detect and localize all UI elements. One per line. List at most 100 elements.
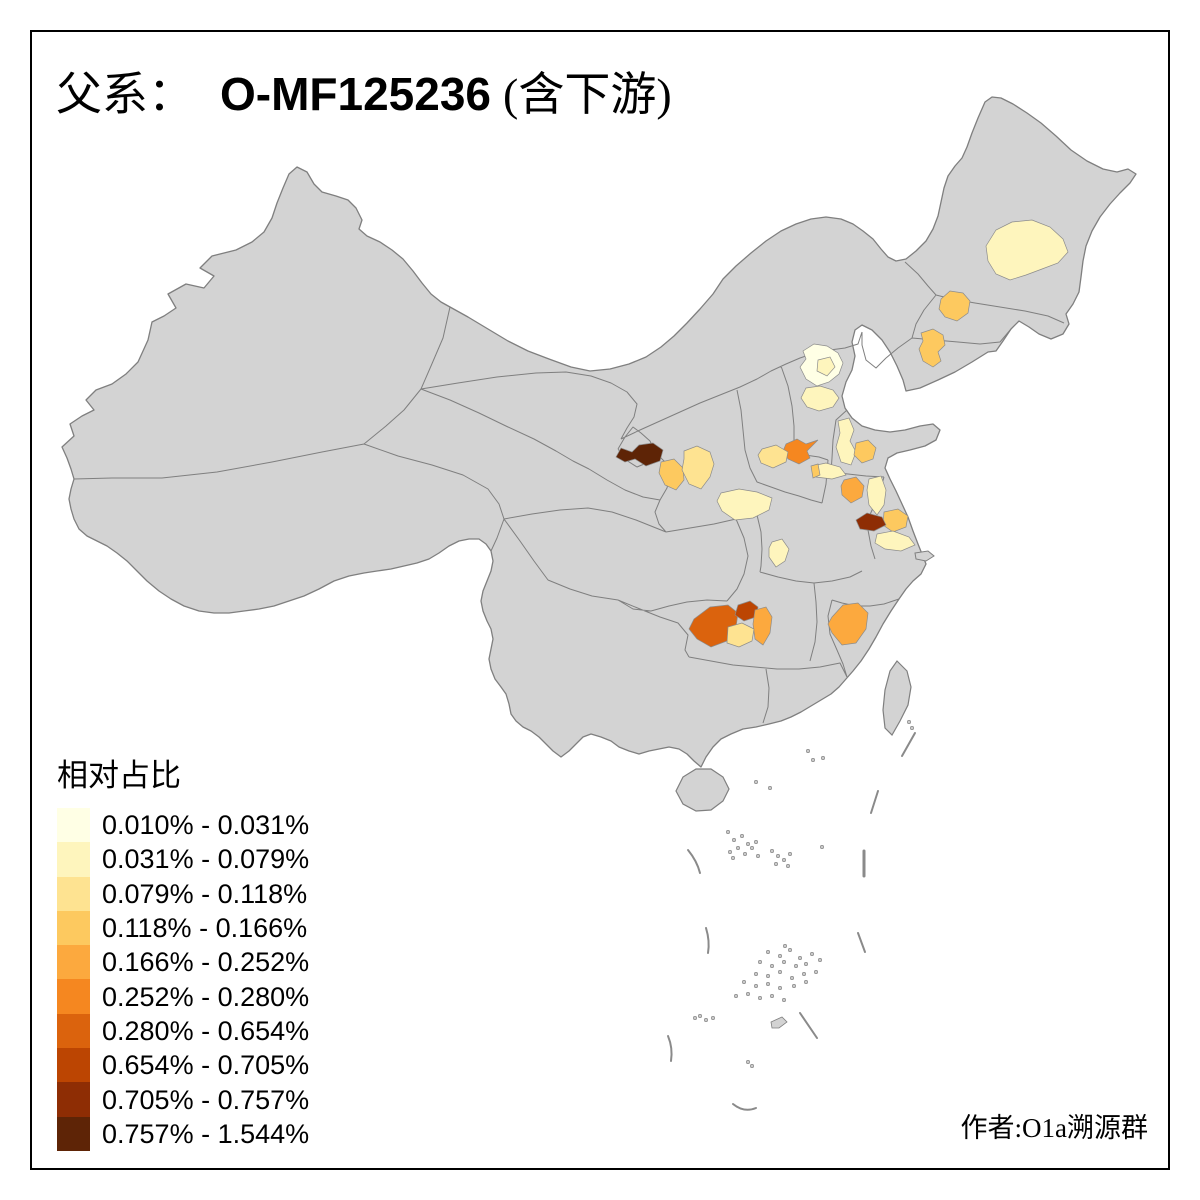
small-island-dot: [777, 985, 782, 990]
small-island-dot: [742, 851, 747, 856]
legend-swatch: [57, 945, 90, 980]
map-region-gansu-lanzhou: [615, 442, 664, 467]
legend-label: 0.010% - 0.031%: [102, 810, 310, 841]
map-region-gansu-pingliang: [681, 445, 715, 490]
small-island-dot: [803, 961, 808, 966]
map-region-heilongjiang-harbin: [985, 219, 1069, 281]
legend-label: 0.705% - 0.757%: [102, 1084, 310, 1115]
legend-swatch: [57, 876, 90, 911]
legend-label: 0.118% - 0.166%: [102, 913, 308, 944]
small-island-dot: [782, 943, 787, 948]
small-island-dot: [777, 969, 782, 974]
small-island-dot: [767, 785, 772, 790]
small-island-dot: [731, 837, 736, 842]
small-island-dot: [769, 963, 774, 968]
small-island-dot: [781, 997, 786, 1002]
small-island-dot: [727, 849, 732, 854]
sea-boundary-dash: [705, 927, 710, 954]
sea-boundary-dash: [901, 732, 916, 757]
small-island-dot: [787, 947, 792, 952]
small-island-dot: [773, 861, 778, 866]
legend-rows: 0.010% - 0.031% 0.031% - 0.079% 0.079% - 0…: [57, 808, 309, 1151]
small-island-dot: [791, 983, 796, 988]
map-region-jiangsu-nanjing: [855, 512, 887, 532]
small-island-dot: [805, 748, 810, 753]
sea-boundary-dash: [870, 790, 879, 814]
small-island-dot: [781, 857, 786, 862]
sea-boundary-dash: [667, 1035, 673, 1062]
small-island-dot: [745, 841, 750, 846]
chongming-island-shape: [914, 550, 935, 562]
legend-label: 0.757% - 1.544%: [102, 1118, 310, 1149]
legend: 相对占比 0.010% - 0.031% 0.031% - 0.079% 0.079…: [57, 750, 309, 1151]
taiwan-island-shape: [882, 660, 912, 736]
map-region-gansu-dingxi: [658, 458, 685, 491]
small-island-dot: [775, 853, 780, 858]
small-island-dot: [817, 957, 822, 962]
map-region-hunan-northwest: [752, 606, 773, 646]
small-island-dot: [793, 963, 798, 968]
small-island-dot: [781, 959, 786, 964]
map-region-shandong-central: [853, 439, 877, 464]
small-island-dot: [703, 1017, 708, 1022]
small-island-dot: [769, 848, 774, 853]
legend-swatch: [57, 808, 90, 843]
map-region-shandong-west: [835, 417, 857, 466]
province-borders: [73, 261, 1065, 724]
legend-item-9: 0.705% - 0.757%: [57, 1082, 310, 1117]
legend-swatch: [57, 979, 90, 1014]
sea-boundary-dash: [687, 849, 701, 874]
small-island-dot: [819, 844, 824, 849]
small-island-dot: [765, 973, 770, 978]
map-region-beijing-southeast: [816, 356, 836, 377]
map-region-hubei-central: [768, 538, 790, 568]
small-island-dot: [745, 991, 750, 996]
legend-item-3: 0.079% - 0.118%: [57, 876, 309, 911]
small-island-dot: [797, 955, 802, 960]
legend-item-4: 0.118% - 0.166%: [57, 910, 309, 946]
map-region-hebei-central: [800, 385, 840, 412]
legend-item-1: 0.010% - 0.031%: [57, 808, 310, 843]
small-island-dot: [785, 863, 790, 868]
small-island-dot: [765, 981, 770, 986]
sea-boundary-dash: [799, 1012, 818, 1039]
small-island-dot: [757, 959, 762, 964]
legend-label: 0.654% - 0.705%: [102, 1050, 310, 1081]
small-island-dot: [739, 833, 744, 838]
legend-item-2: 0.031% - 0.079%: [57, 842, 309, 877]
title-cjk-prefix: 父系：: [56, 69, 194, 120]
china-mainland-shape: [61, 96, 1137, 768]
page-title: 父系： O-MF125236 (含下游): [56, 58, 672, 124]
legend-swatch: [57, 842, 90, 877]
small-island-dot: [809, 951, 814, 956]
small-island-shape: [770, 1016, 788, 1029]
legend-swatch: [57, 1013, 90, 1049]
small-island-dot: [813, 969, 818, 974]
small-island-dot: [725, 829, 730, 834]
small-island-dot: [906, 719, 911, 724]
small-island-dot: [730, 855, 735, 860]
small-island-dot: [755, 853, 760, 858]
legend-swatch: [57, 1048, 90, 1083]
legend-item-8: 0.654% - 0.705%: [57, 1048, 310, 1083]
small-island-dot: [810, 757, 815, 762]
title-haplogroup-id: O-MF125236: [220, 68, 492, 120]
legend-item-5: 0.166% - 0.252%: [57, 945, 309, 980]
small-island-dot: [749, 845, 754, 850]
hainan-island-shape: [675, 768, 730, 812]
small-island-dot: [803, 979, 808, 984]
small-island-dot: [789, 975, 794, 980]
legend-swatch: [57, 910, 90, 946]
legend-item-6: 0.252% - 0.280%: [57, 979, 309, 1014]
small-island-dot: [820, 755, 825, 760]
map-region-liaoning-central: [918, 328, 946, 368]
legend-item-7: 0.280% - 0.654%: [57, 1013, 309, 1049]
map-region-shandong-southwest-sliver: [810, 463, 821, 479]
small-island-dot: [801, 971, 806, 976]
sea-boundary-dash: [857, 932, 866, 953]
small-island-dot: [753, 971, 758, 976]
small-island-dot: [753, 839, 758, 844]
map-region-henan-east: [757, 444, 789, 469]
